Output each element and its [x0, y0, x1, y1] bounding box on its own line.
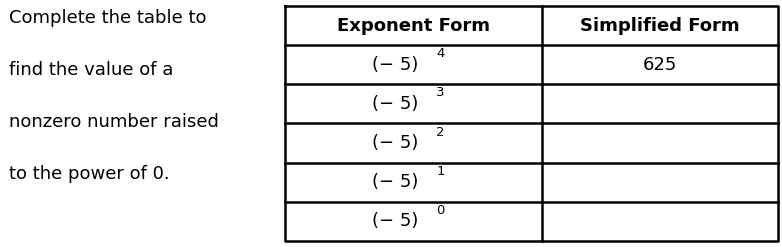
Text: nonzero number raised: nonzero number raised — [9, 113, 219, 131]
Text: 0: 0 — [436, 204, 445, 217]
Text: (− 5): (− 5) — [371, 56, 418, 74]
Text: 3: 3 — [436, 86, 445, 100]
Text: Complete the table to: Complete the table to — [9, 9, 207, 27]
Text: find the value of a: find the value of a — [9, 61, 174, 79]
Text: Simplified Form: Simplified Form — [580, 17, 740, 35]
Text: (− 5): (− 5) — [371, 95, 418, 113]
Text: 625: 625 — [643, 56, 677, 74]
Text: 2: 2 — [436, 126, 445, 139]
Text: Exponent Form: Exponent Form — [337, 17, 490, 35]
Text: to the power of 0.: to the power of 0. — [9, 165, 170, 183]
Text: 4: 4 — [436, 47, 445, 60]
Text: 1: 1 — [436, 165, 445, 178]
Text: (− 5): (− 5) — [371, 173, 418, 191]
Text: (− 5): (− 5) — [371, 134, 418, 152]
Text: (− 5): (− 5) — [371, 212, 418, 230]
